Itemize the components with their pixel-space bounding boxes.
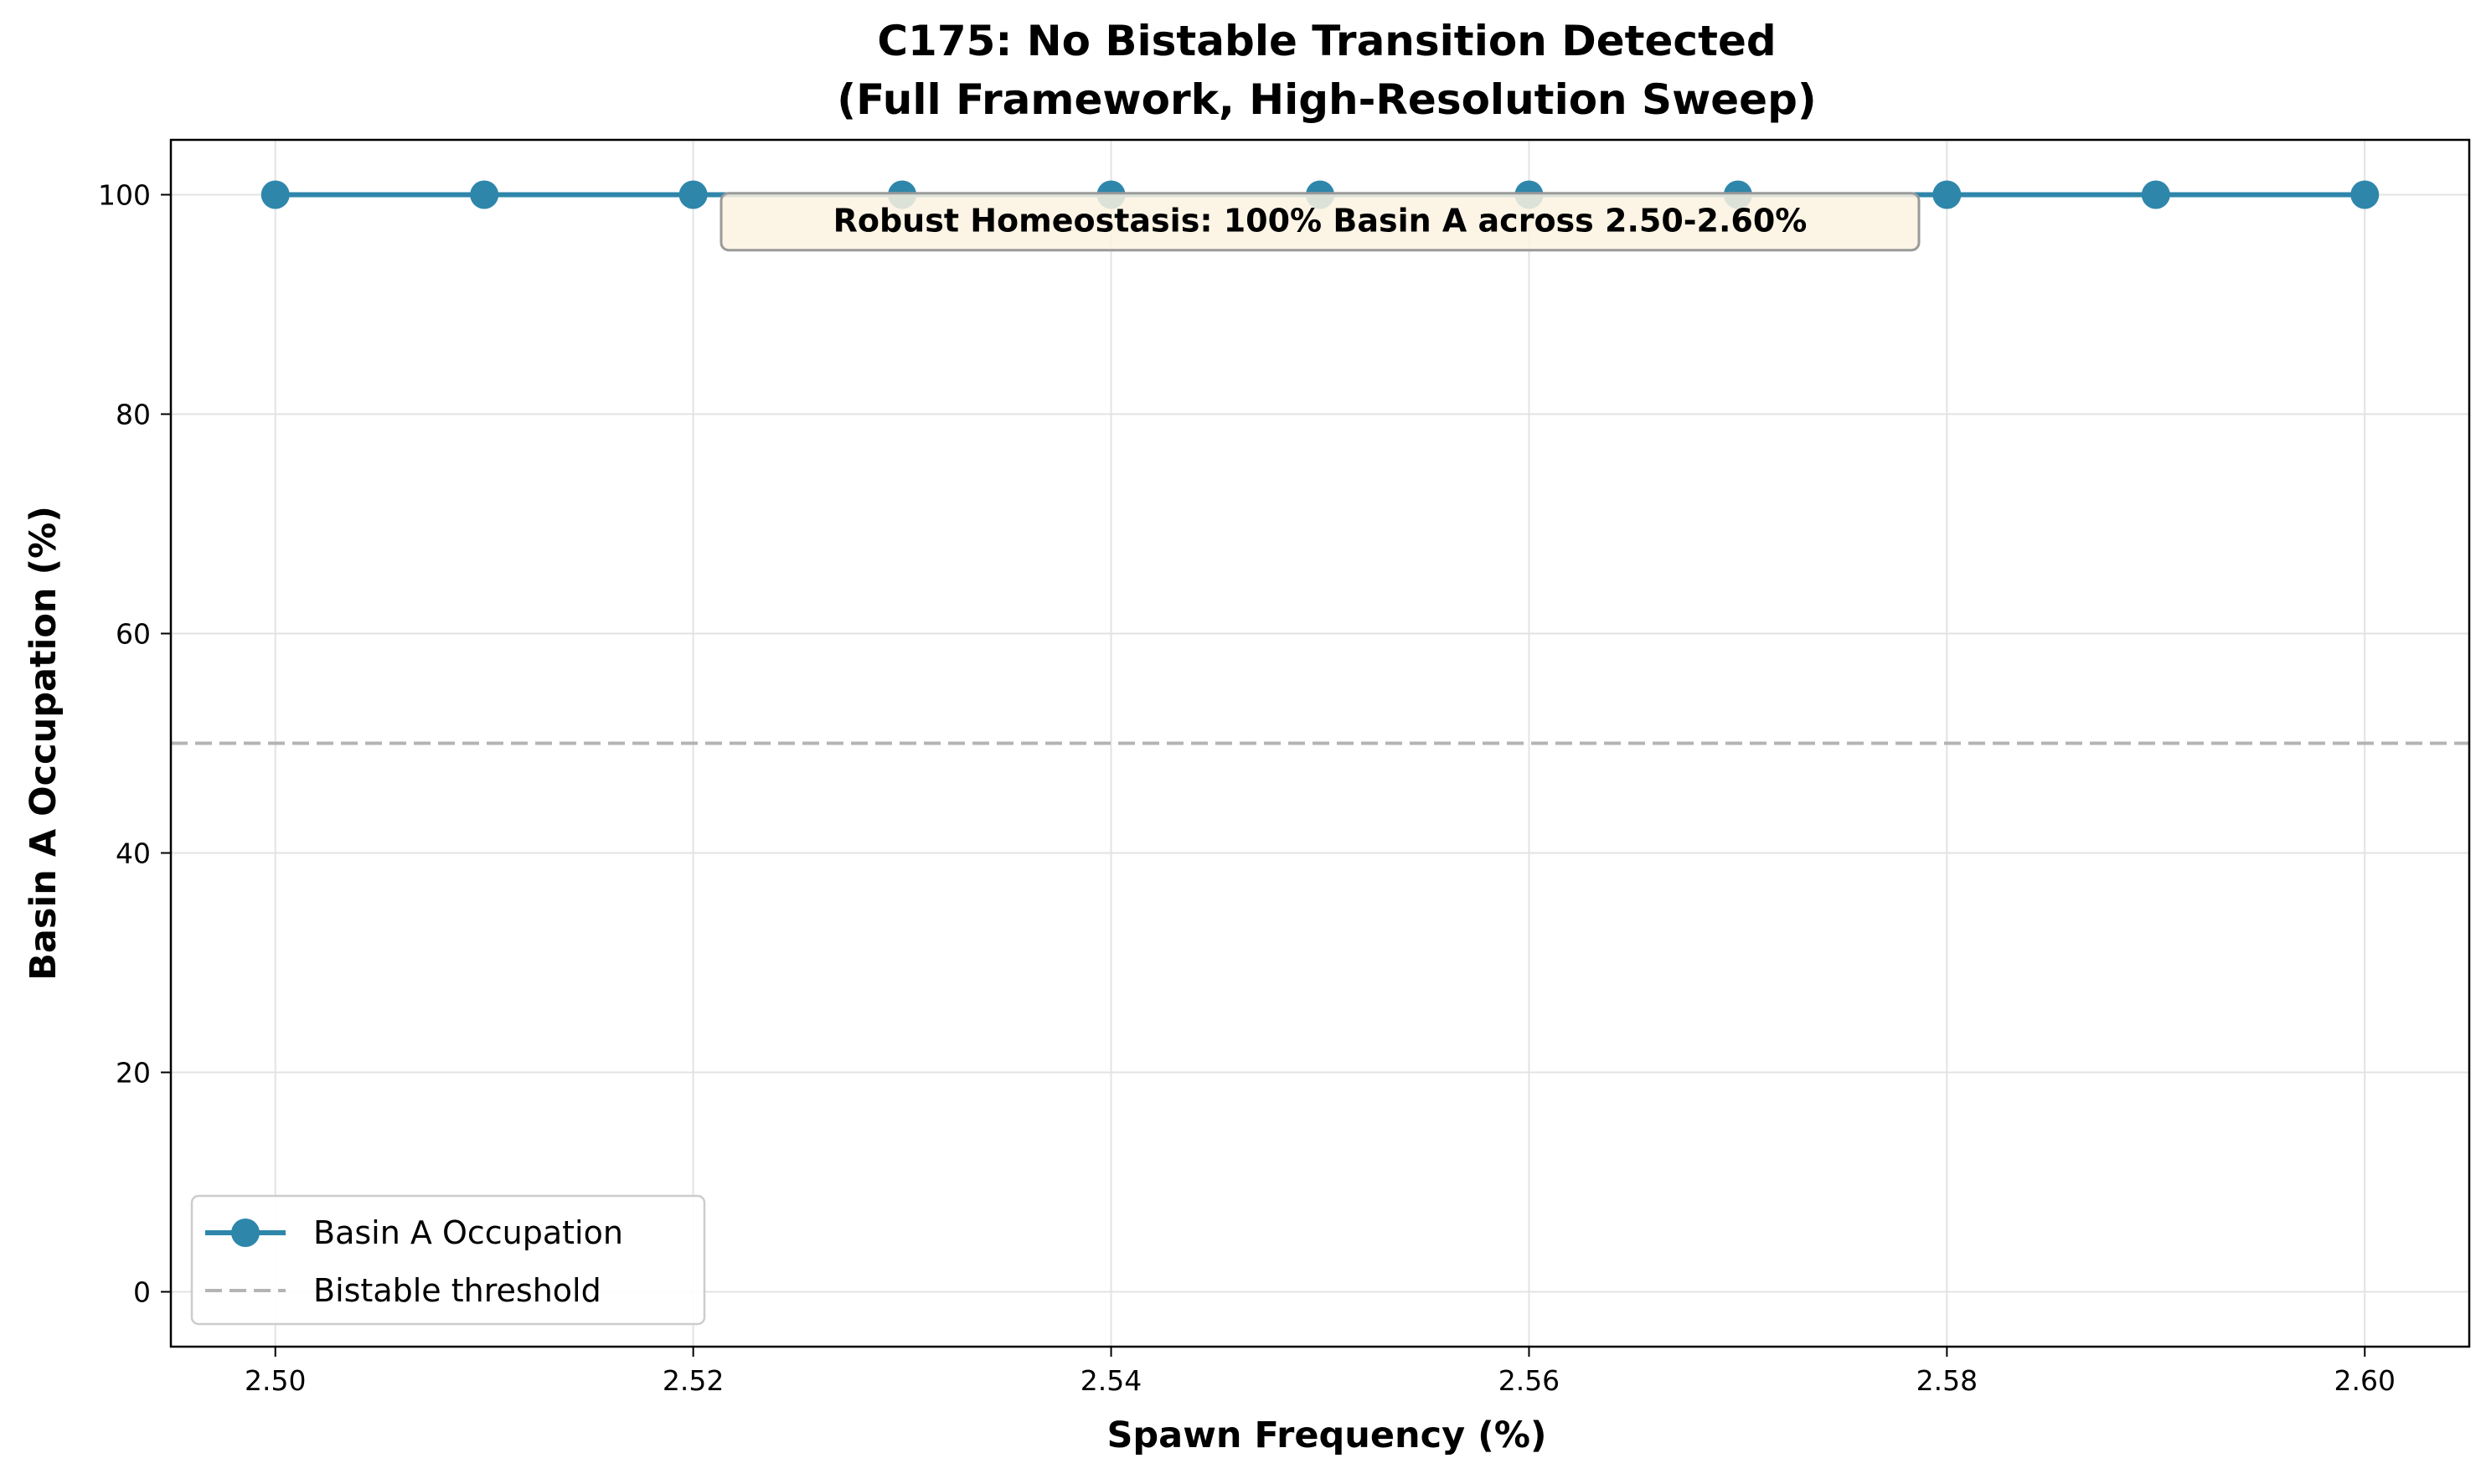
data-point bbox=[470, 180, 499, 209]
legend-label: Basin A Occupation bbox=[313, 1214, 623, 1251]
y-axis-label: Basin A Occupation (%) bbox=[23, 506, 64, 981]
x-tick-label: 2.58 bbox=[1916, 1364, 1978, 1397]
data-point bbox=[2350, 180, 2380, 209]
legend-layer: Basin A Occupation Bistable threshold bbox=[190, 1194, 706, 1326]
annotation-box bbox=[719, 192, 1921, 252]
text-layer: C175: No Bistable Transition Detected (Fu… bbox=[23, 17, 1817, 1456]
annotation-layer: Robust Homeostasis: 100% Basin A across … bbox=[719, 192, 1921, 252]
y-tick-label: 80 bbox=[116, 399, 151, 431]
x-tick-label: 2.50 bbox=[245, 1364, 306, 1397]
x-tick-label: 2.60 bbox=[2334, 1364, 2396, 1397]
y-tick-label: 0 bbox=[133, 1276, 151, 1309]
plot-frame bbox=[169, 138, 2471, 1348]
data-point bbox=[1932, 180, 1962, 209]
data-point bbox=[2141, 180, 2170, 209]
y-tick-label: 40 bbox=[116, 837, 151, 870]
legend-box bbox=[190, 1194, 706, 1326]
data-point bbox=[678, 180, 708, 209]
chart-title: C175: No Bistable Transition Detected bbox=[877, 17, 1776, 65]
x-axis-label: Spawn Frequency (%) bbox=[1106, 1414, 1546, 1456]
y-tick-label: 60 bbox=[116, 618, 151, 651]
data-point bbox=[260, 180, 290, 209]
x-tick-label: 2.56 bbox=[1498, 1364, 1560, 1397]
x-tick-label: 2.54 bbox=[1081, 1364, 1142, 1397]
y-tick-label: 100 bbox=[98, 179, 151, 212]
legend-series-swatch-marker bbox=[231, 1219, 260, 1247]
y-tick-label: 20 bbox=[116, 1057, 151, 1090]
annotation-text: Robust Homeostasis: 100% Basin A across … bbox=[833, 203, 1808, 240]
axes-layer: 2.50 2.52 2.54 2.56 2.58 2.60 0 20 40 60 80 100 bbox=[98, 138, 2471, 1397]
x-tick-label: 2.52 bbox=[663, 1364, 724, 1397]
legend-label: Bistable threshold bbox=[313, 1272, 601, 1309]
chart-subtitle: (Full Framework, High-Resolution Sweep) bbox=[837, 75, 1816, 124]
